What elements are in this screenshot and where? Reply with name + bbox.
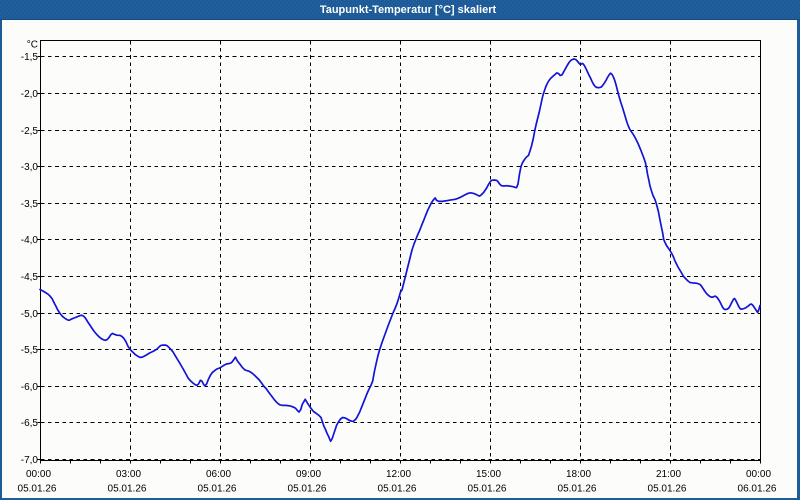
svg-text:-2,5: -2,5 <box>21 126 39 137</box>
svg-text:-5,5: -5,5 <box>21 345 39 356</box>
svg-text:12:00: 12:00 <box>386 469 411 480</box>
svg-text:-6,5: -6,5 <box>21 418 39 429</box>
svg-text:18:00: 18:00 <box>566 469 591 480</box>
svg-text:00:00: 00:00 <box>26 469 51 480</box>
svg-text:15:00: 15:00 <box>476 469 501 480</box>
svg-text:-6,0: -6,0 <box>21 382 39 393</box>
svg-text:-5,0: -5,0 <box>21 309 39 320</box>
svg-text:05.01.26: 05.01.26 <box>378 484 417 495</box>
svg-text:09:00: 09:00 <box>296 469 321 480</box>
svg-text:-7,0: -7,0 <box>21 455 39 466</box>
svg-text:05.01.26: 05.01.26 <box>198 484 237 495</box>
svg-text:05.01.26: 05.01.26 <box>18 484 57 495</box>
svg-text:05.01.26: 05.01.26 <box>288 484 327 495</box>
svg-text:-1,5: -1,5 <box>21 52 39 63</box>
svg-text:03:00: 03:00 <box>116 469 141 480</box>
svg-text:°C: °C <box>27 40 38 51</box>
svg-text:05.01.26: 05.01.26 <box>558 484 597 495</box>
svg-text:05.01.26: 05.01.26 <box>108 484 147 495</box>
svg-text:05.01.26: 05.01.26 <box>648 484 687 495</box>
svg-text:21:00: 21:00 <box>656 469 681 480</box>
svg-text:-4,0: -4,0 <box>21 235 39 246</box>
svg-text:00:00: 00:00 <box>746 469 771 480</box>
svg-text:05.01.26: 05.01.26 <box>468 484 507 495</box>
svg-text:06:00: 06:00 <box>206 469 231 480</box>
svg-text:06.01.26: 06.01.26 <box>738 484 777 495</box>
svg-text:-3,0: -3,0 <box>21 162 39 173</box>
svg-text:-4,5: -4,5 <box>21 272 39 283</box>
svg-text:-2,0: -2,0 <box>21 89 39 100</box>
svg-text:Taupunkt-Temperatur [°C] skali: Taupunkt-Temperatur [°C] skaliert <box>320 4 497 16</box>
svg-text:-3,5: -3,5 <box>21 199 39 210</box>
